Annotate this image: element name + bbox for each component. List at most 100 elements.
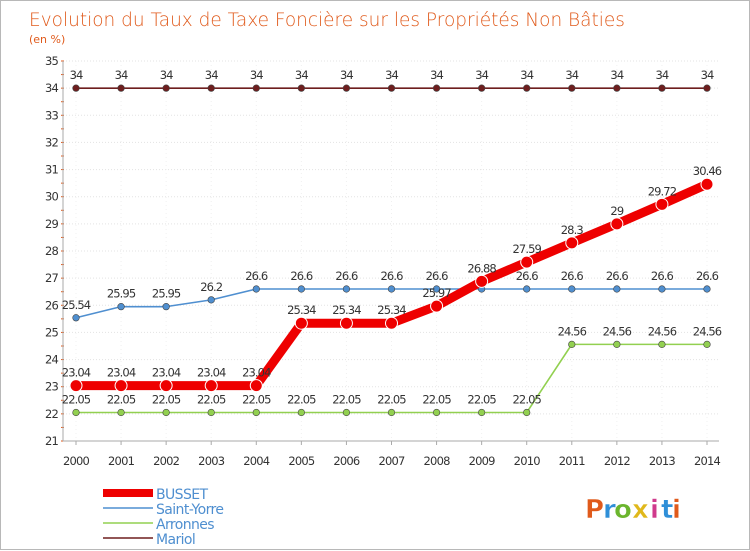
- data-label-arronnes: 24.56: [648, 324, 677, 338]
- data-label-mariol: 34: [565, 68, 578, 82]
- logo-letter: i: [650, 495, 659, 525]
- data-label-mariol: 34: [205, 68, 218, 82]
- data-label-mariol: 34: [340, 68, 353, 82]
- data-label-busset: 23.04: [62, 366, 91, 380]
- data-point-busset: [565, 236, 579, 250]
- data-point-saint-yorre: [613, 285, 621, 293]
- data-label-saint-yorre: 25.95: [107, 287, 136, 301]
- data-label-mariol: 34: [115, 68, 128, 82]
- data-label-busset: 28.3: [561, 223, 584, 237]
- y-tick-label: 24: [45, 353, 59, 367]
- data-point-mariol: [568, 84, 576, 92]
- data-point-mariol: [432, 84, 441, 92]
- legend-label-mariol: Mariol: [156, 532, 195, 548]
- data-label-arronnes: 22.05: [422, 393, 451, 407]
- data-point-busset: [114, 379, 128, 393]
- x-tick-label: 2008: [424, 454, 451, 468]
- data-point-arronnes: [342, 408, 351, 417]
- data-point-arronnes: [478, 408, 486, 417]
- data-label-busset: 23.04: [107, 366, 136, 380]
- data-label-saint-yorre: 26.6: [696, 269, 719, 283]
- data-point-busset: [385, 316, 398, 330]
- data-label-arronnes: 22.05: [512, 393, 541, 407]
- y-tick-label: 34: [45, 81, 59, 95]
- data-point-arronnes: [252, 408, 260, 417]
- data-point-arronnes: [703, 340, 711, 348]
- y-tick-label: 33: [45, 108, 59, 122]
- data-point-busset: [249, 379, 263, 393]
- data-point-mariol: [72, 84, 80, 92]
- data-point-busset: [475, 274, 489, 288]
- data-label-arronnes: 22.05: [152, 393, 181, 407]
- data-label-mariol: 34: [475, 68, 488, 82]
- data-point-saint-yorre: [162, 303, 170, 311]
- y-tick-label: 31: [45, 163, 59, 177]
- data-label-saint-yorre: 26.6: [651, 269, 674, 283]
- data-label-busset: 25.97: [422, 286, 451, 300]
- y-tick-label: 29: [45, 217, 59, 231]
- data-label-busset: 29.72: [648, 184, 677, 198]
- x-tick-label: 2009: [469, 454, 496, 468]
- data-label-arronnes: 22.05: [377, 393, 406, 407]
- data-point-arronnes: [162, 408, 170, 417]
- data-label-arronnes: 22.05: [467, 393, 496, 407]
- data-point-saint-yorre: [658, 285, 666, 293]
- data-label-saint-yorre: 26.6: [426, 269, 449, 283]
- data-label-mariol: 34: [295, 68, 308, 82]
- x-tick-label: 2013: [649, 454, 676, 468]
- data-label-arronnes: 24.56: [558, 324, 587, 338]
- data-point-arronnes: [72, 408, 80, 417]
- data-label-saint-yorre: 26.6: [561, 269, 584, 283]
- data-point-arronnes: [117, 408, 125, 417]
- legend-label-arronnes: Arronnes: [156, 517, 214, 533]
- data-label-arronnes: 22.05: [332, 393, 361, 407]
- data-label-mariol: 34: [656, 68, 669, 82]
- data-point-mariol: [703, 84, 711, 92]
- data-point-mariol: [613, 84, 621, 92]
- data-label-busset: 29: [610, 204, 623, 218]
- data-point-saint-yorre: [568, 285, 576, 293]
- data-point-saint-yorre: [207, 296, 215, 304]
- data-label-arronnes: 22.05: [242, 393, 271, 407]
- data-point-arronnes: [387, 408, 396, 417]
- data-point-mariol: [117, 84, 125, 92]
- y-tick-label: 25: [45, 325, 59, 339]
- x-tick-label: 2007: [378, 454, 405, 468]
- data-label-busset: 30.46: [693, 164, 722, 178]
- data-label-busset: 25.34: [287, 303, 316, 317]
- data-label-busset: 25.34: [377, 303, 406, 317]
- data-point-saint-yorre: [387, 285, 396, 293]
- data-label-arronnes: 24.56: [693, 324, 722, 338]
- data-point-mariol: [297, 84, 305, 92]
- axes: 21 22 23 24 25 26 27 28 29 30 31 32 33 34 35 2000 2001 20…: [45, 54, 721, 468]
- data-point-busset: [69, 379, 83, 393]
- data-label-saint-yorre: 26.6: [290, 269, 313, 283]
- data-point-mariol: [387, 84, 396, 92]
- data-label-mariol: 34: [430, 68, 443, 82]
- data-label-saint-yorre: 26.6: [245, 269, 268, 283]
- y-tick-label: 30: [45, 190, 59, 204]
- data-point-arronnes: [568, 340, 576, 348]
- x-tick-label: 2003: [198, 454, 225, 468]
- x-tick-label: 2004: [243, 454, 270, 468]
- y-tick-label: 22: [45, 407, 59, 421]
- data-point-saint-yorre: [342, 285, 351, 293]
- data-point-busset: [339, 316, 353, 330]
- data-label-mariol: 34: [160, 68, 173, 82]
- data-point-arronnes: [523, 408, 531, 417]
- data-label-busset: 27.59: [512, 242, 541, 256]
- data-label-saint-yorre: 25.54: [62, 298, 91, 312]
- chart-title: Evolution du Taux de Taxe Foncière sur l…: [29, 10, 625, 31]
- data-label-mariol: 34: [520, 68, 533, 82]
- y-tick-label: 35: [45, 54, 59, 68]
- y-axis-unit-label: (en %): [29, 33, 65, 46]
- x-tick-label: 2011: [559, 454, 586, 468]
- y-tick-label: 26: [45, 298, 59, 312]
- data-point-mariol: [478, 84, 486, 92]
- data-point-busset: [610, 217, 624, 231]
- x-tick-label: 2012: [604, 454, 631, 468]
- data-point-arronnes: [207, 408, 215, 417]
- data-point-saint-yorre: [523, 285, 531, 293]
